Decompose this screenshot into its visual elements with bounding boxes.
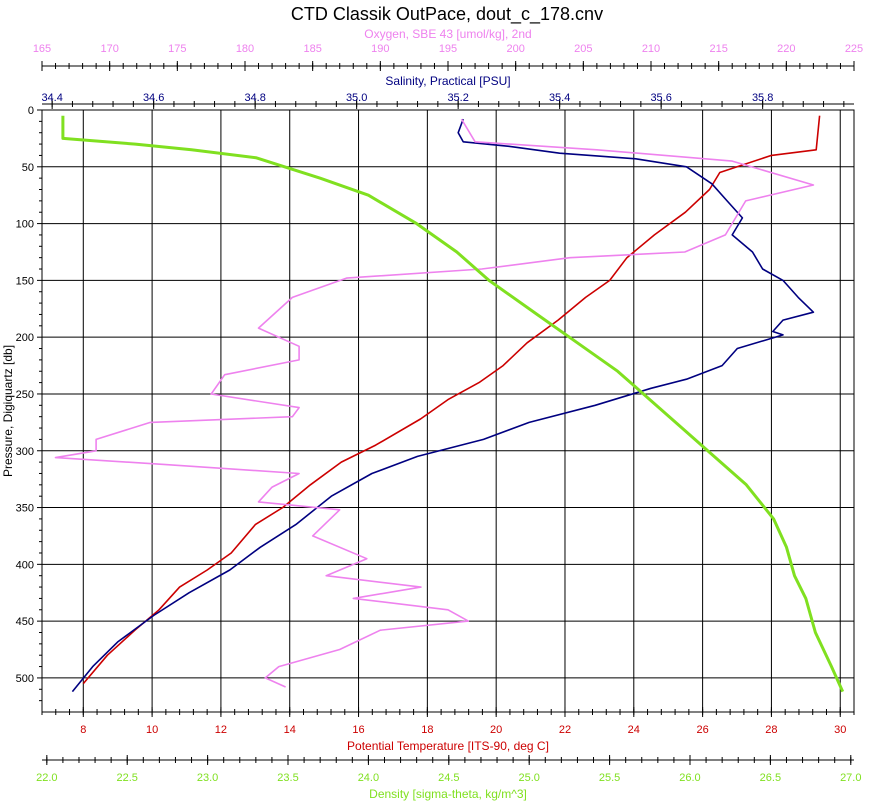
y-tick-label: 300 (16, 446, 34, 458)
salinity-axis-title: Salinity, Practical [PSU] (385, 74, 510, 88)
oxygen-tick-label: 200 (506, 43, 524, 55)
salinity-tick-label: 34.6 (143, 92, 164, 104)
density-series-line (61, 115, 845, 693)
density-tick-label: 26.5 (760, 772, 781, 784)
axes: 0 50 100 150 200 250 300 350 400 450 500 Pressure, … (1, 27, 863, 801)
density-tick-label: 26.0 (679, 772, 700, 784)
oxygen-tick-label: 225 (845, 43, 863, 55)
density-tick-label: 23.5 (277, 772, 298, 784)
density-axis-title: Density [sigma-theta, kg/m^3] (369, 787, 527, 801)
oxygen-tick-label: 175 (168, 43, 186, 55)
oxygen-tick-label: 210 (642, 43, 660, 55)
temperature-tick-label: 10 (146, 724, 158, 736)
y-tick-label: 500 (16, 673, 34, 685)
grid-lines (42, 110, 854, 712)
oxygen-tick-label: 180 (236, 43, 254, 55)
density-tick-label: 22.5 (117, 772, 138, 784)
y-tick-label: 50 (22, 162, 34, 174)
y-axis-title: Pressure, Digiquartz [db] (1, 345, 15, 477)
density-tick-label: 22.0 (36, 772, 57, 784)
y-tick-label: 0 (28, 105, 34, 117)
temperature-tick-label: 8 (80, 724, 86, 736)
salinity-tick-label: 35.6 (650, 92, 671, 104)
salinity-series-line (71, 118, 815, 693)
salinity-tick-label: 35.8 (752, 92, 773, 104)
oxygen-tick-label: 195 (439, 43, 457, 55)
oxygen-tick-label: 190 (371, 43, 389, 55)
oxygen-axis-title: Oxygen, SBE 43 [umol/kg], 2nd (364, 27, 531, 41)
y-tick-label: 450 (16, 616, 34, 628)
y-tick-label: 200 (16, 332, 34, 344)
oxygen-tick-label: 185 (303, 43, 321, 55)
density-tick-label: 24.0 (358, 772, 379, 784)
temperature-series-line (82, 115, 821, 685)
density-tick-label: 27.0 (840, 772, 861, 784)
oxygen-tick-label: 220 (777, 43, 795, 55)
data-series (54, 115, 845, 693)
density-tick-label: 25.0 (518, 772, 539, 784)
salinity-tick-label: 34.8 (244, 92, 265, 104)
temperature-tick-label: 30 (834, 724, 846, 736)
y-tick-label: 400 (16, 559, 34, 571)
temperature-tick-label: 14 (284, 724, 296, 736)
y-tick-label: 150 (16, 275, 34, 287)
temperature-tick-label: 28 (765, 724, 777, 736)
salinity-tick-label: 35.0 (346, 92, 367, 104)
plot-frame (41, 109, 855, 713)
salinity-tick-label: 35.2 (447, 92, 468, 104)
density-tick-label: 24.5 (438, 772, 459, 784)
density-tick-label: 23.0 (197, 772, 218, 784)
temperature-tick-label: 20 (490, 724, 502, 736)
y-tick-label: 350 (16, 503, 34, 515)
salinity-tick-label: 34.4 (41, 92, 62, 104)
oxygen-tick-label: 205 (574, 43, 592, 55)
chart-title: CTD Classik OutPace, dout_c_178.cnv (291, 4, 603, 25)
temperature-tick-label: 22 (559, 724, 571, 736)
temperature-tick-label: 18 (421, 724, 433, 736)
oxygen-tick-label: 165 (33, 43, 51, 55)
density-tick-label: 25.5 (599, 772, 620, 784)
salinity-tick-label: 35.4 (549, 92, 570, 104)
temperature-tick-label: 16 (352, 724, 364, 736)
temperature-tick-label: 12 (215, 724, 227, 736)
oxygen-tick-label: 215 (709, 43, 727, 55)
temperature-tick-label: 24 (628, 724, 640, 736)
oxygen-tick-label: 170 (100, 43, 118, 55)
oxygen-series-line (54, 118, 815, 688)
y-tick-label: 250 (16, 389, 34, 401)
y-tick-label: 100 (16, 219, 34, 231)
temperature-axis-title: Potential Temperature [ITS-90, deg C] (347, 739, 549, 753)
temperature-tick-label: 26 (696, 724, 708, 736)
